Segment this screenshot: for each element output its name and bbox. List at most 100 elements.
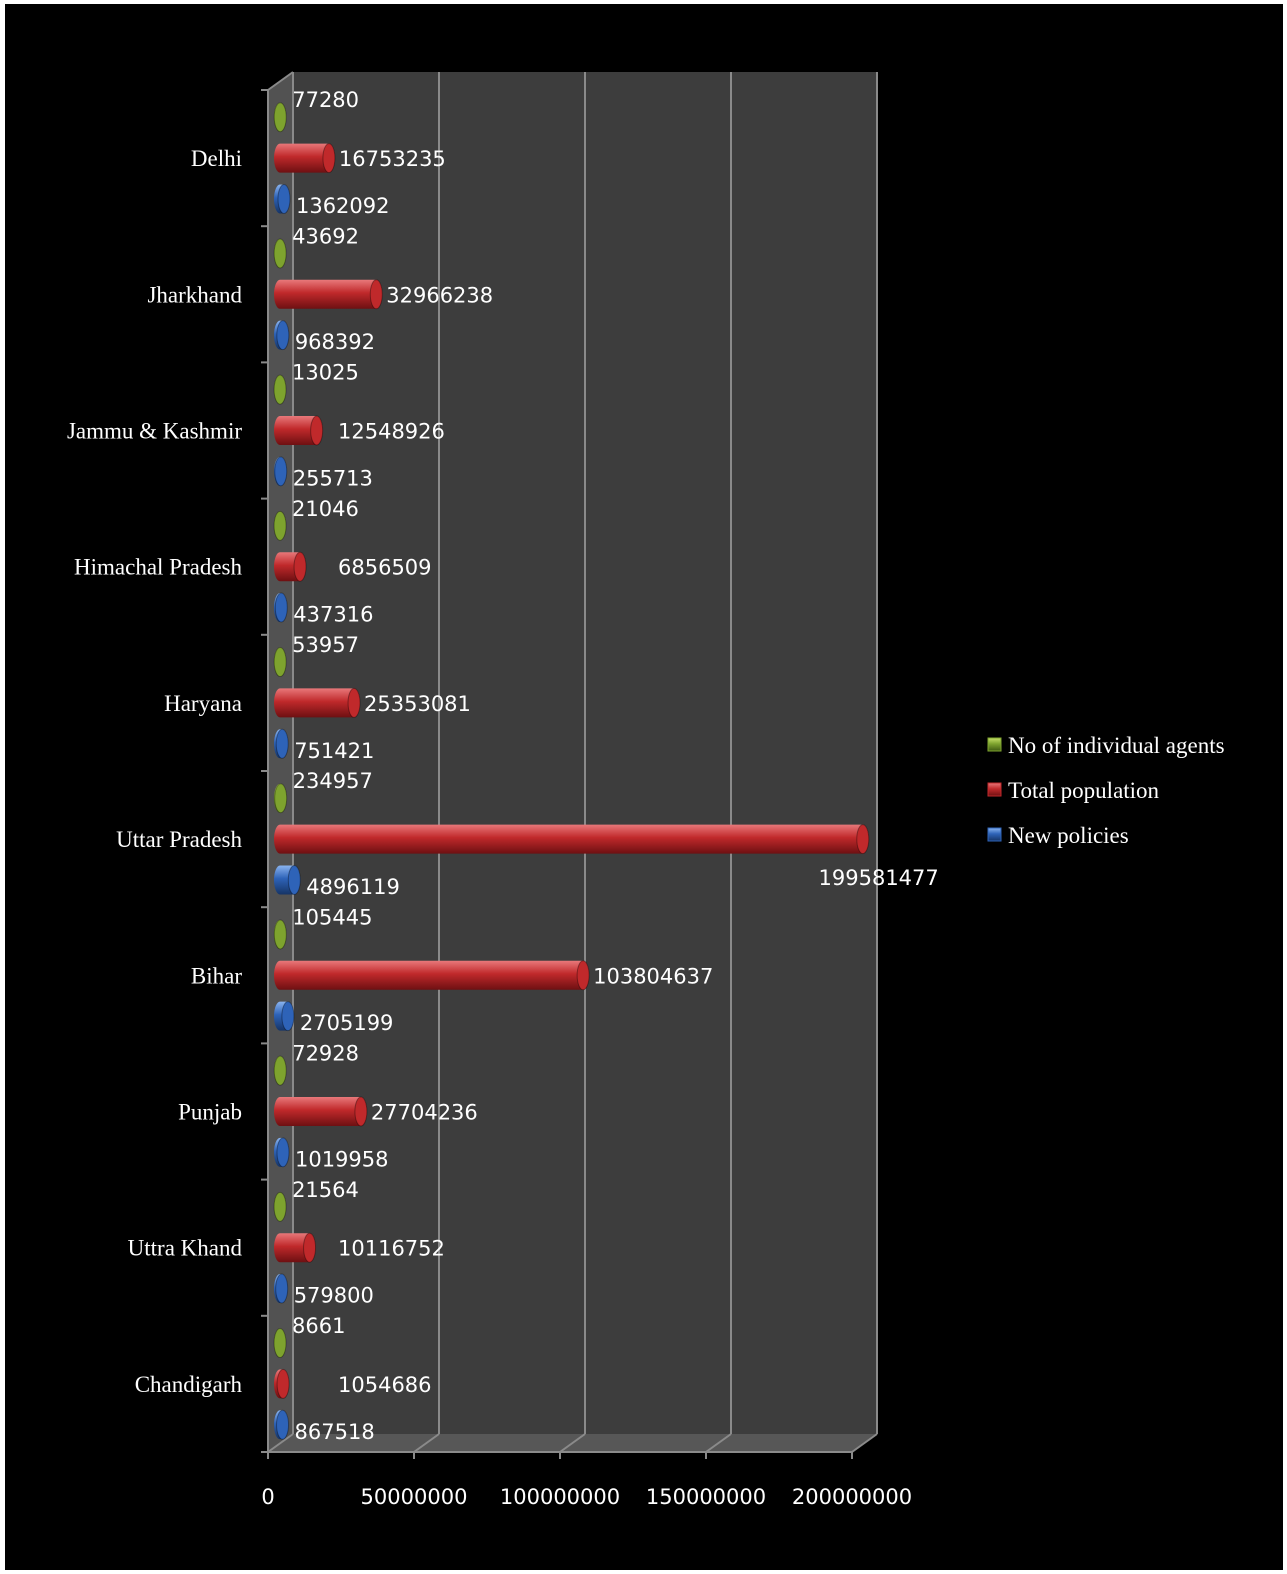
bar-policies [274,592,288,623]
data-label: 1362092 [296,194,390,218]
gridline-floor [559,1433,586,1453]
bar-population [274,1368,290,1399]
bar-agents [273,510,287,541]
bar-population [274,415,324,446]
bar-cap [273,102,287,133]
x-tick-label: 0 [261,1485,274,1509]
legend-swatch [987,737,1002,752]
bar-cap [287,864,301,895]
data-label: 13025 [292,361,359,385]
data-label: 437316 [293,603,373,627]
category-label: Jammu & Kashmir [67,419,242,444]
bar-policies [274,728,289,759]
bar-cap [277,183,291,214]
data-label: 16753235 [339,147,446,171]
labels: 0 50000000 100000000 150000000 200000000 Delh… [67,88,939,1509]
bar-policies [274,183,291,214]
data-label: 579800 [294,1284,374,1308]
bar-cap [273,647,287,678]
bar-population [274,687,361,718]
data-label: 21046 [292,497,359,521]
bar-cap [273,1055,287,1086]
x-tick-label: 200000000 [792,1485,912,1509]
bar-population [274,1232,317,1263]
bar-cap [273,510,287,541]
bar-population [274,824,870,855]
data-label: 32966238 [386,283,493,307]
bar-cap [276,320,290,351]
category-label: Punjab [178,1100,242,1125]
legend-swatch [987,827,1002,842]
bar-agents [273,374,287,405]
bar-cap [275,728,289,759]
legend-label: Total population [1008,778,1160,803]
legend-swatch [987,782,1002,797]
data-label: 4896119 [306,875,400,899]
bar-policies [274,320,290,351]
bar-body [274,143,335,173]
data-label: 25353081 [364,692,471,716]
data-label: 1054686 [338,1373,432,1397]
data-label: 8661 [292,1314,345,1338]
category-label: Delhi [191,146,242,171]
data-label: 10116752 [338,1237,445,1261]
data-label: 234957 [293,769,373,793]
bar-cap [369,279,383,310]
bar-cap [576,960,590,991]
bar-cap [276,1409,290,1440]
category-label: Bihar [191,963,242,988]
bar-policies [274,1273,289,1304]
x-tick-label: 50000000 [361,1485,468,1509]
bar-body [274,279,383,309]
category-label: Himachal Pradesh [74,555,242,580]
data-label: 27704236 [371,1101,478,1125]
gridlines [267,71,878,1453]
category-label: Haryana [164,691,242,716]
data-label: 751421 [294,739,374,763]
category-label: Uttra Khand [128,1236,243,1261]
bar-body [274,688,361,718]
axes [261,89,853,1459]
bar-cap [276,1368,290,1399]
data-label: 43692 [292,224,359,248]
category-label: Chandigarh [135,1372,243,1397]
bar-population [274,551,307,582]
x-tick-label: 150000000 [646,1485,766,1509]
gridline-floor [413,1433,440,1453]
bar-agents [273,238,287,269]
bars [273,102,870,1440]
data-label: 6856509 [338,556,432,580]
bar-agents [273,1328,287,1359]
bar-cap [273,238,287,269]
gridline-floor [851,1433,878,1453]
legend-label: No of individual agents [1008,733,1225,758]
data-label: 867518 [295,1420,375,1444]
data-label: 199581477 [819,866,939,890]
bar-agents [273,647,287,678]
bar-cap [273,374,287,405]
legend: No of individual agents Total population N… [987,733,1225,848]
bar-population [274,1096,368,1127]
bar-cap [273,1328,287,1359]
bar-cap [303,1232,317,1263]
bar-agents [273,1191,287,1222]
data-label: 77280 [292,88,359,112]
bar-population [274,279,383,310]
data-label: 72928 [292,1042,359,1066]
data-label: 1019958 [295,1147,389,1171]
data-label: 12548926 [338,420,445,444]
bar-agents [274,783,288,814]
bar-cap [274,783,288,814]
wall-top-edge [267,71,294,91]
bar-body [274,824,869,854]
data-label: 968392 [295,330,375,354]
bar-population [274,143,336,174]
bar-cap [354,1096,368,1127]
data-label: 2705199 [300,1011,394,1035]
bar-cap [273,919,287,950]
data-label: 105445 [292,905,372,929]
bar-cap [310,415,324,446]
bar-body [274,416,323,445]
bar-policies [274,1001,295,1032]
bar-cap [274,592,288,623]
